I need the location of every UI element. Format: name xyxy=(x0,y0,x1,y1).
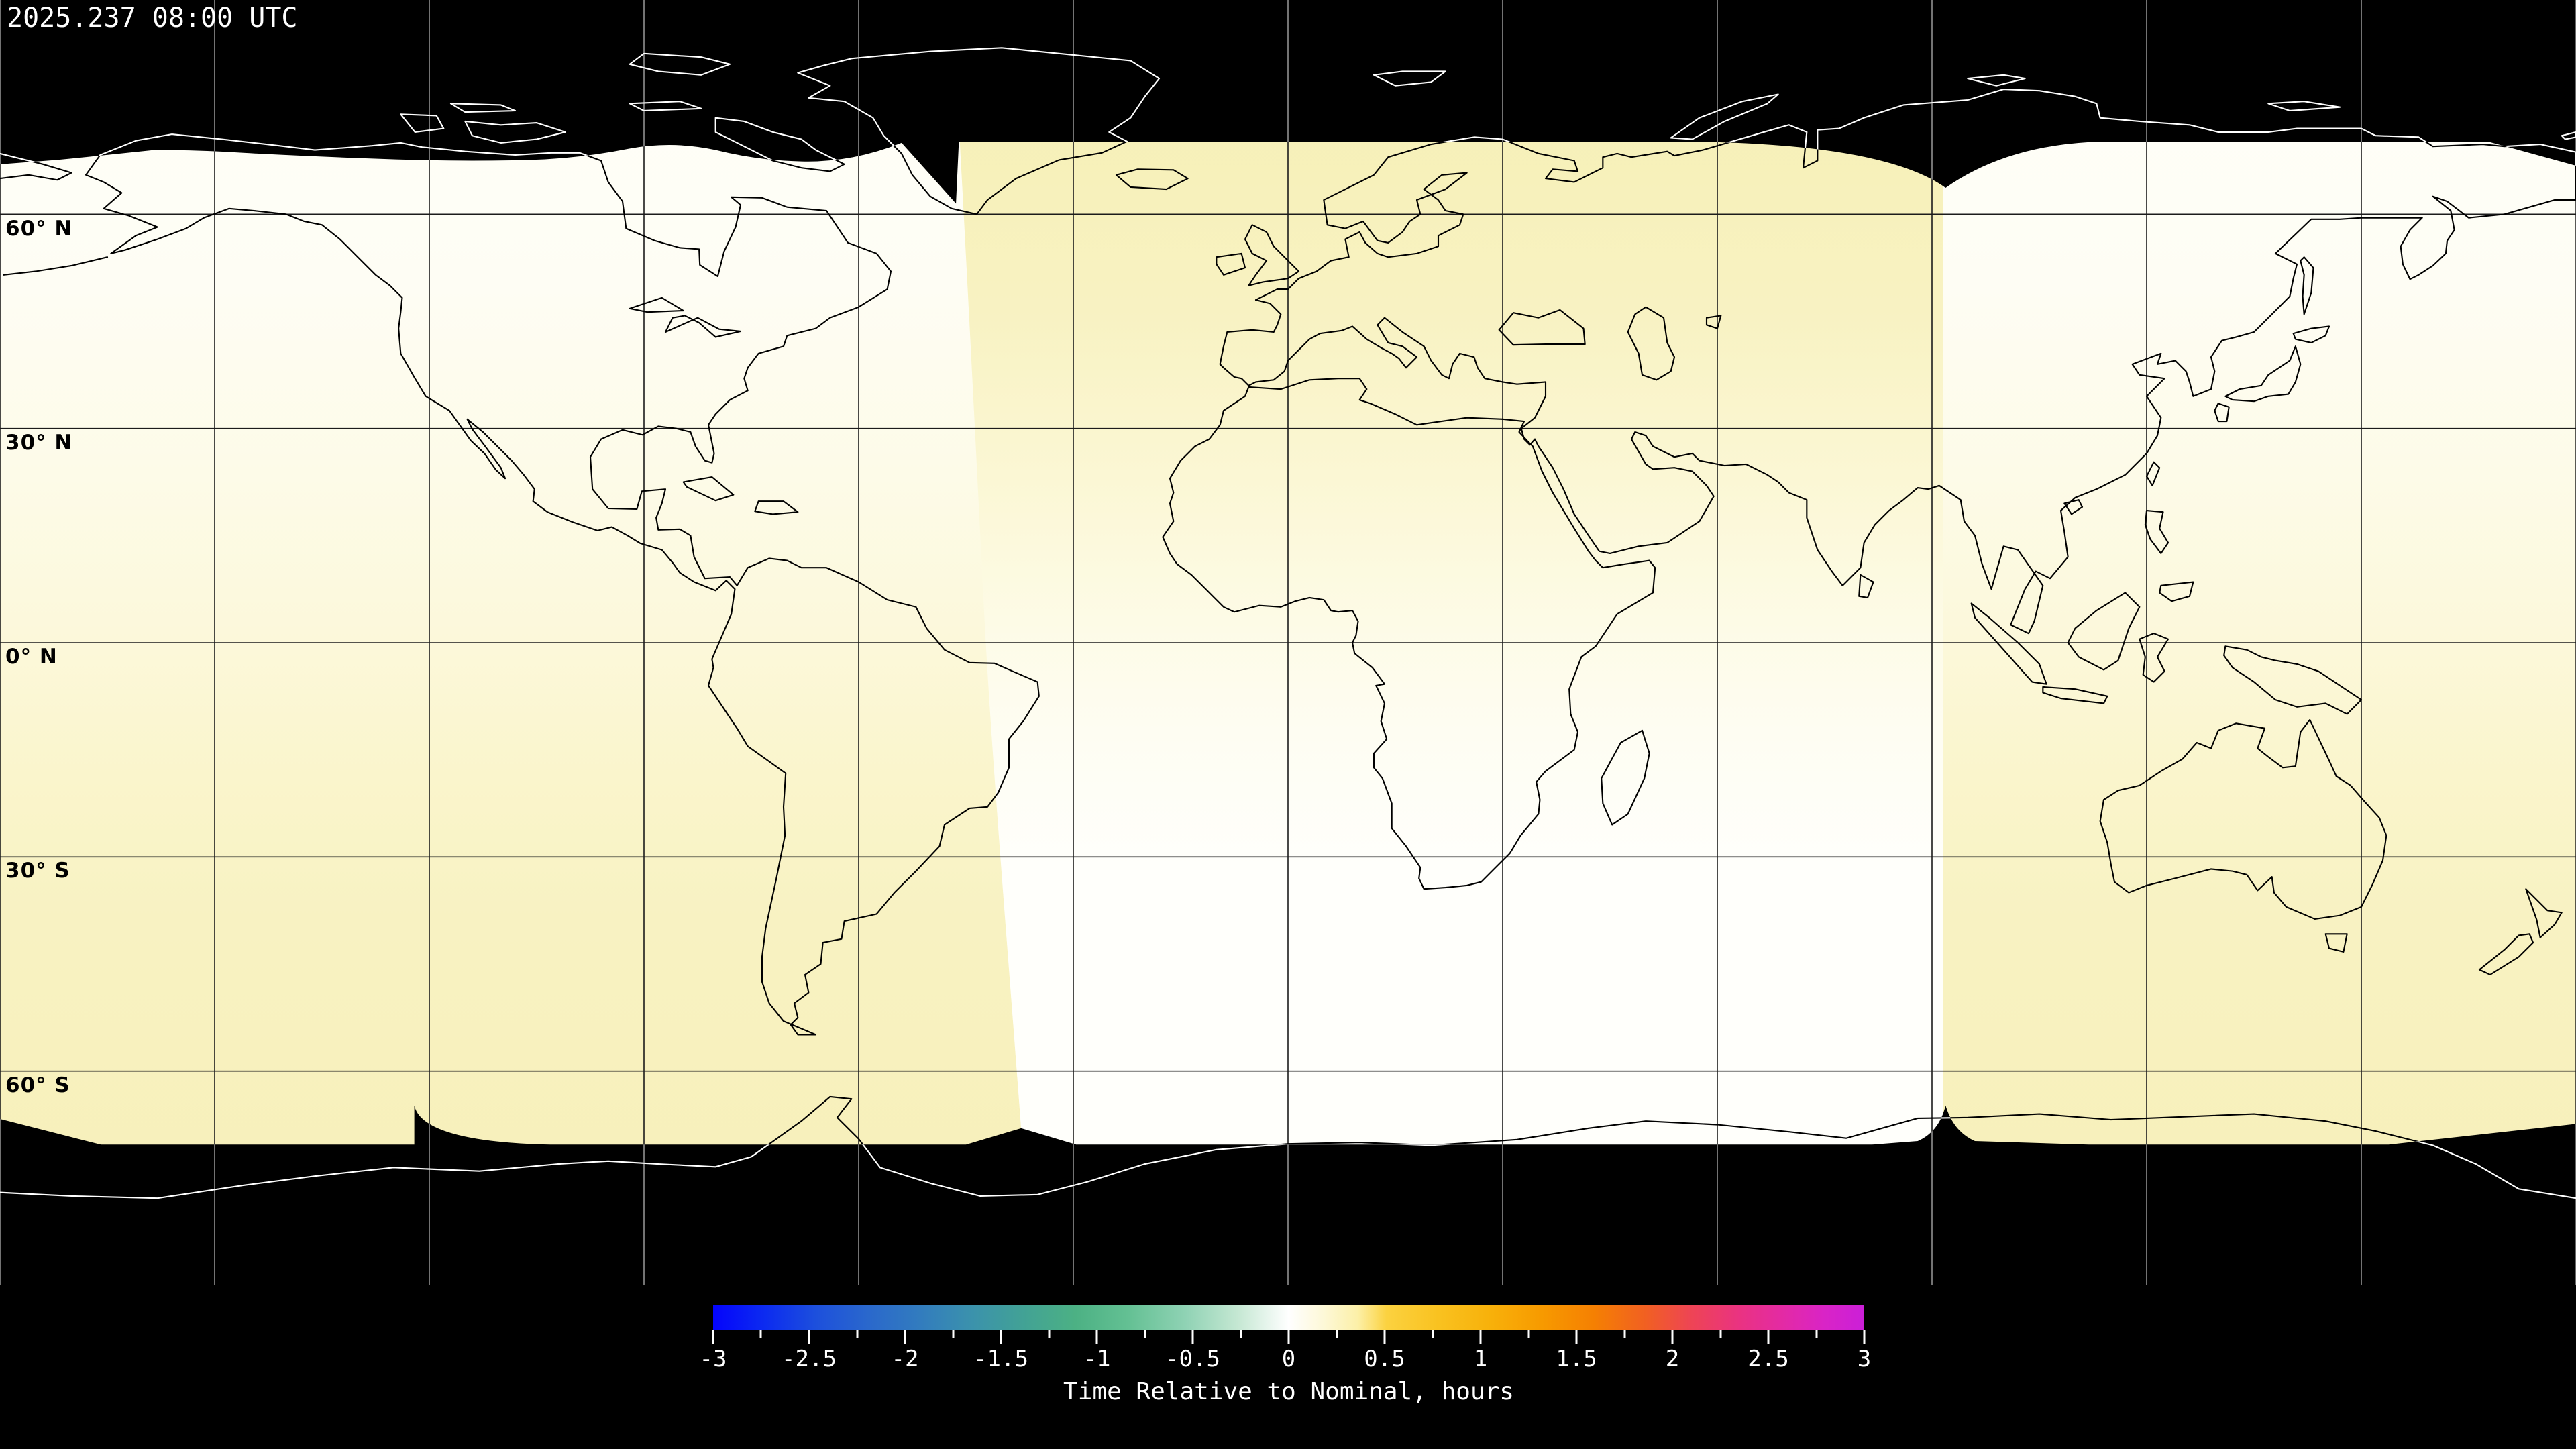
latitude-label: 30° S xyxy=(5,859,70,883)
colorbar-tick xyxy=(1048,1330,1050,1338)
colorbar-tick-labels: -3 -2.5 -2 -1.5 -1 -0.5 0 0.5 1 1.5 2 2.5 3 xyxy=(700,1346,1872,1373)
colorbar-tick xyxy=(759,1330,762,1338)
colorbar-tick xyxy=(1479,1330,1482,1344)
colorbar-tick xyxy=(1863,1330,1866,1344)
colorbar-tick-label: 0 xyxy=(1281,1346,1296,1373)
colorbar-tick xyxy=(1527,1330,1529,1338)
colorbar-tick xyxy=(1575,1330,1578,1344)
colorbar-tick-label: 2.5 xyxy=(1748,1346,1789,1373)
colorbar-tick-label: -0.5 xyxy=(1165,1346,1220,1373)
colorbar-tick xyxy=(952,1330,954,1338)
colorbar-tick-label: -3 xyxy=(699,1346,727,1373)
world-map: 60° N 30° N 0° N 30° S 60° S 2025.237 08:00 … xyxy=(0,0,2576,1285)
colorbar-tick xyxy=(1095,1330,1098,1344)
latitude-label: 60° S xyxy=(5,1073,70,1097)
colorbar-tick-label: -1.5 xyxy=(973,1346,1028,1373)
colorbar-tick xyxy=(1432,1330,1434,1338)
colorbar-tick xyxy=(1671,1330,1674,1344)
colorbar-ticks xyxy=(712,1330,1866,1346)
timestamp: 2025.237 08:00 UTC xyxy=(7,3,298,34)
colorbar-tick-label: 3 xyxy=(1857,1346,1872,1373)
colorbar-tick-label: 1.5 xyxy=(1556,1346,1597,1373)
latitude-label: 60° N xyxy=(5,217,73,241)
latitude-label: 30° N xyxy=(5,431,73,455)
colorbar-tick xyxy=(1144,1330,1146,1338)
colorbar-tick-label: -2.5 xyxy=(782,1346,837,1373)
colorbar-tick-label: 1 xyxy=(1473,1346,1488,1373)
latitude-label: 0° N xyxy=(5,645,58,669)
colorbar-tick xyxy=(1287,1330,1290,1344)
colorbar-tick xyxy=(1767,1330,1770,1344)
colorbar-tick xyxy=(904,1330,906,1344)
colorbar-tick xyxy=(1000,1330,1002,1344)
colorbar-tick xyxy=(1623,1330,1625,1338)
colorbar-tick-label: -2 xyxy=(891,1346,919,1373)
colorbar-tick xyxy=(712,1330,714,1344)
colorbar-tick xyxy=(1240,1330,1242,1338)
colorbar-tick xyxy=(1336,1330,1338,1338)
colorbar-caption: Time Relative to Nominal, hours xyxy=(1063,1378,1514,1405)
colorbar-tick xyxy=(1719,1330,1721,1338)
colorbar-tick xyxy=(1815,1330,1817,1338)
colorbar-tick xyxy=(856,1330,858,1338)
colorbar-tick xyxy=(1383,1330,1386,1344)
colorbar-tick xyxy=(808,1330,810,1344)
colorbar-tick xyxy=(1191,1330,1194,1344)
colorbar-tick-label: -1 xyxy=(1083,1346,1111,1373)
colorbar-gradient xyxy=(713,1305,1864,1330)
colorbar-tick-label: 2 xyxy=(1665,1346,1680,1373)
colorbar-tick-label: 0.5 xyxy=(1364,1346,1405,1373)
world-map-svg xyxy=(0,0,2576,1285)
